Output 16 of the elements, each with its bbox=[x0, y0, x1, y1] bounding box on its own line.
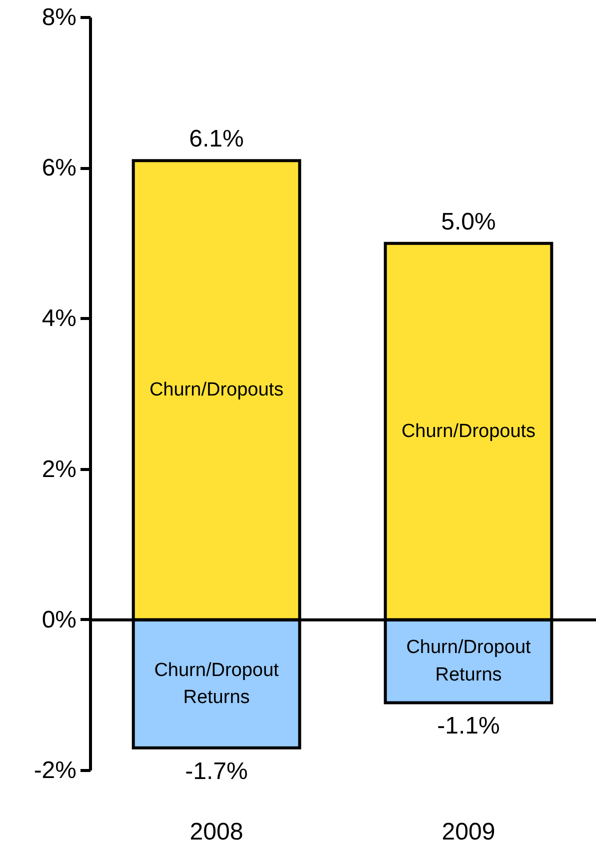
y-tick-label: 2% bbox=[42, 456, 76, 483]
y-tick-label: 4% bbox=[42, 305, 76, 332]
y-tick-label: 8% bbox=[42, 4, 76, 31]
data-label: -1.1% bbox=[437, 712, 500, 740]
y-tick-label: 6% bbox=[42, 154, 76, 182]
text: Churn/Dropouts bbox=[149, 380, 284, 401]
y-tick-label: 0% bbox=[42, 606, 76, 634]
series-label: Churn/Dropouts bbox=[401, 421, 536, 442]
data-label: 6.1% bbox=[189, 126, 244, 153]
text: Churn/Dropout Returns bbox=[154, 660, 279, 708]
x-tick-label: 2008 bbox=[190, 818, 244, 846]
series-label: Churn/Dropout Returns bbox=[406, 637, 532, 686]
y-tick-label: -2% bbox=[34, 757, 77, 784]
data-label: -1.7% bbox=[185, 758, 248, 785]
x-tick-label: 2009 bbox=[442, 818, 496, 846]
data-label: 5.0% bbox=[441, 208, 496, 236]
